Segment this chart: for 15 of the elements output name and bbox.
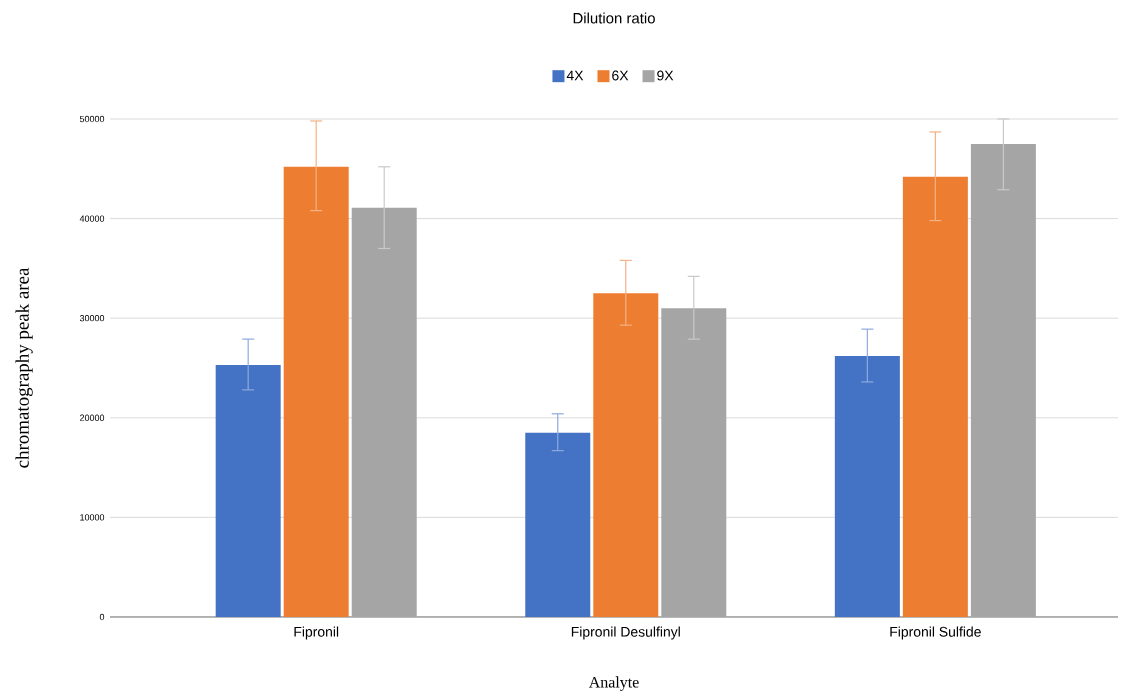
y-tick-label: 20000	[80, 414, 105, 421]
legend-label: 9X	[657, 70, 674, 81]
chart-title: Dilution ratio	[573, 12, 655, 24]
x-tick-label: Fipronil	[294, 626, 339, 640]
x-axis-title: Analyte	[588, 676, 639, 691]
y-tick-label: 40000	[79, 215, 105, 222]
y-tick-label: 0	[99, 613, 105, 621]
x-tick-label: Fipronil Desulfinyl	[571, 626, 680, 640]
legend-label: 4X	[566, 70, 584, 81]
y-tick-label: 50000	[79, 115, 105, 123]
y-tick-label: 10000	[80, 514, 105, 521]
y-tick-label: 30000	[79, 315, 105, 322]
x-tick-label: Fipronil Sulfide	[890, 626, 981, 640]
y-axis-title: chromatography peak area	[15, 267, 33, 468]
legend-label: 6X	[612, 70, 629, 81]
